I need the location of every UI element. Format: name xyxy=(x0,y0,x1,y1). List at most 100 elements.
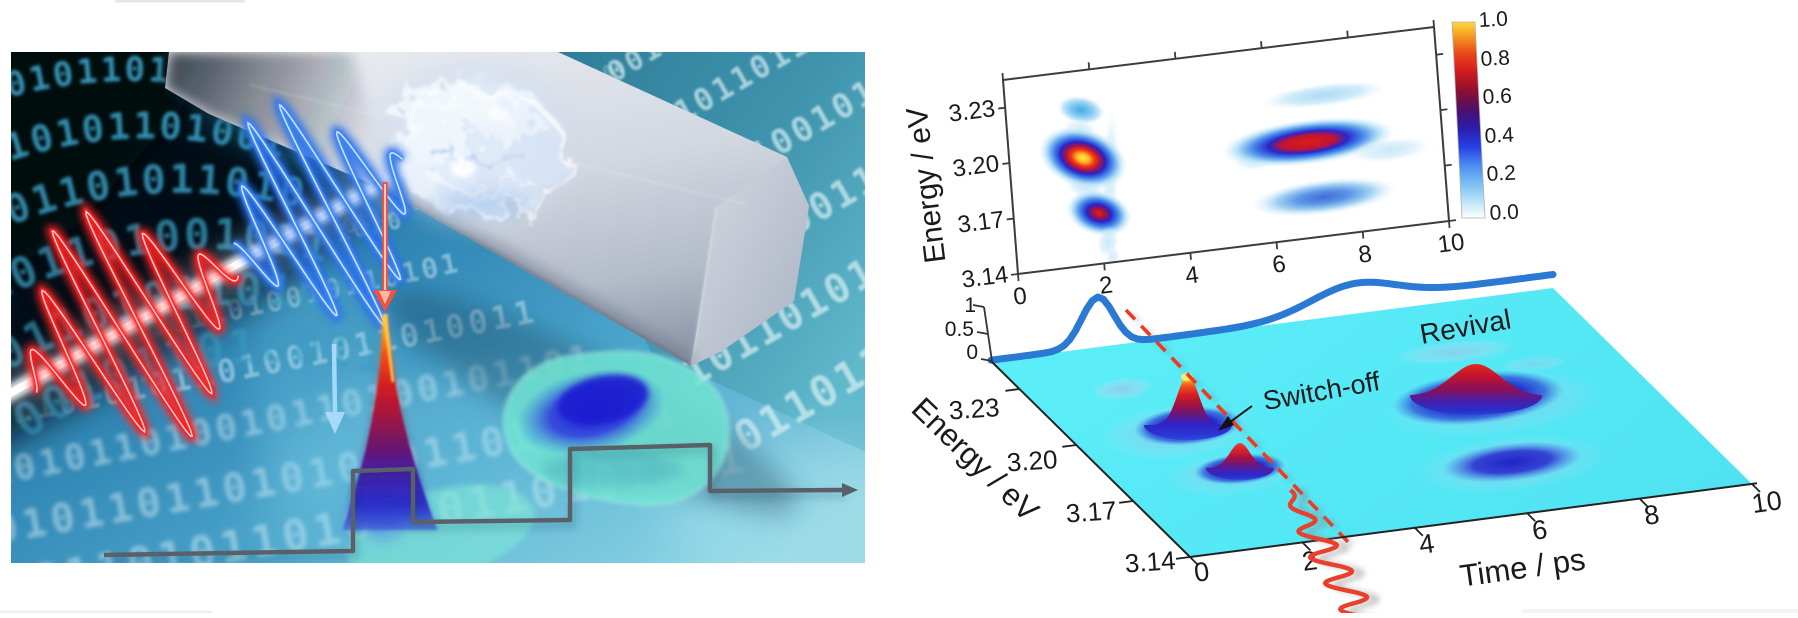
nanowire-bottom-edge xyxy=(383,187,693,366)
surface-ztick-1: 0.5 xyxy=(945,318,974,341)
switch-off-dashed-line xyxy=(1124,308,1359,551)
colorbar-tick-4: 0.2 xyxy=(1486,161,1516,185)
bump1-hill xyxy=(1144,375,1232,440)
specB-top xyxy=(1260,80,1388,110)
spectrogram-frame-line-3 xyxy=(1103,263,1106,271)
spectrogram-frame-line-11 xyxy=(1448,220,1451,229)
plasma-cloud xyxy=(376,58,576,226)
spectrogram-frame-line-17 xyxy=(1002,162,1010,165)
artifact-bottom-left xyxy=(0,610,212,613)
artifact-bottom-right xyxy=(1522,609,1798,613)
surface-plot: 3.14 3.17 3.20 3.23 0 2 4 6 8 10 1 0.5 0… xyxy=(905,271,1784,614)
switch-off-arrow xyxy=(1218,405,1253,431)
spectrogram-frame xyxy=(998,19,1457,282)
surface-plot-line-8 xyxy=(1189,556,1199,566)
spectrogram-ylabel: Energy / eV xyxy=(901,105,953,265)
emission-spike-path-1 xyxy=(383,317,395,383)
spectrogram-ytick-3: 3.23 xyxy=(947,95,997,127)
blue-down-arrow-polygon-1 xyxy=(325,412,345,434)
spectrogram-blobs xyxy=(1038,80,1432,267)
colorbar-g-1 xyxy=(1451,21,1486,219)
spectrogram-frame-line-6 xyxy=(1173,51,1177,59)
surface-ztick-2: 0 xyxy=(966,341,978,364)
pulse-glow xyxy=(251,262,391,502)
colorbar-tick-2: 0.6 xyxy=(1482,84,1512,108)
surface-time-axis xyxy=(1189,482,1758,558)
bump2-hill xyxy=(1206,443,1275,480)
spectrogram-frame-rect-1 xyxy=(1001,25,1451,276)
surface-plot-line-4 xyxy=(1005,388,1020,392)
surface-plot-line-1 xyxy=(980,358,993,362)
ground-blob-path-2 xyxy=(502,350,731,506)
switch-off-dashed-line-line-2 xyxy=(1124,308,1354,548)
specA-top xyxy=(1057,95,1105,125)
spectrogram-xtick-4: 4 xyxy=(1184,261,1201,289)
ground-blob-ellipse-3 xyxy=(541,452,681,488)
plasma-cloud-ellipse-3 xyxy=(450,159,476,177)
surface-xtick-0: 0 xyxy=(1192,556,1211,588)
surface-ztick-0: 1 xyxy=(964,294,976,317)
surface-plot-line-2 xyxy=(976,331,989,335)
surface-xtick-8: 8 xyxy=(1642,499,1661,531)
spectrogram-frame-line-15 xyxy=(1006,217,1014,221)
spectrogram-frame-line-9 xyxy=(1361,231,1365,239)
specA-main xyxy=(1038,126,1128,190)
spectrogram-frame-line-12 xyxy=(1432,19,1435,28)
surface-xtick-4: 4 xyxy=(1417,528,1436,560)
blue-down-arrow xyxy=(325,343,345,434)
spectrogram-frame-line-16 xyxy=(1444,163,1452,167)
surface-plot-line-7 xyxy=(1175,556,1191,560)
surface-ytick-3-23: 3.23 xyxy=(948,392,1001,425)
surface-xlabel: Time / ps xyxy=(1458,541,1588,593)
surface-plot-line-12 xyxy=(1638,497,1649,508)
flat-front-navy xyxy=(1442,441,1582,483)
spectrogram-frame-line-2 xyxy=(1001,72,1004,81)
blue-down-arrow-line-2 xyxy=(331,343,338,415)
spectrogram-frame-line-5 xyxy=(1189,252,1192,260)
intensity-curve xyxy=(987,271,1557,364)
revival-hill xyxy=(1410,364,1543,415)
red-down-arrow-polygon-2 xyxy=(379,291,391,304)
surface-ytick-3-20: 3.20 xyxy=(1006,444,1059,477)
switch-off-dashed-line-line-1 xyxy=(1129,311,1359,551)
colorbar-bar xyxy=(1451,21,1486,219)
colorbar-tick-5: 0.0 xyxy=(1489,200,1519,224)
specB-main-tail xyxy=(1348,137,1432,163)
spectrogram-xtick-6: 6 xyxy=(1271,250,1288,278)
ground-blob-ellipse-2 xyxy=(557,374,649,426)
plasma-cloud-ellipse-4 xyxy=(488,107,508,121)
surface-ytick-3-14: 3.14 xyxy=(1124,545,1177,578)
spectrogram-frame-line-7 xyxy=(1275,242,1279,250)
flat-streak-1 xyxy=(1395,339,1515,365)
colorbar-tick-1: 0.8 xyxy=(1480,46,1510,70)
surface-plot-line-5 xyxy=(1062,444,1077,448)
surface-plot-line-13 xyxy=(1751,483,1761,493)
flat-streak-2 xyxy=(1500,355,1568,373)
specA-low xyxy=(1065,189,1133,237)
surface-plot-line-10 xyxy=(1414,527,1424,537)
spike-base-blob-ellipse-2 xyxy=(391,575,431,613)
spectrogram-frame-line-10 xyxy=(1346,30,1349,38)
surface-plot-line-6 xyxy=(1118,500,1134,504)
plasma-cloud-g-1-path-3 xyxy=(424,145,522,163)
dark-region-core xyxy=(11,52,191,271)
surface-xtick-6: 6 xyxy=(1530,514,1549,546)
surface-plot-line-3 xyxy=(972,304,985,308)
spectrogram-xtick-2: 2 xyxy=(1098,271,1115,299)
surface-energy-axis xyxy=(990,360,1191,558)
spectrogram-ytick-0: 3.14 xyxy=(960,261,1010,293)
ground-blob xyxy=(502,350,731,506)
surface-plot-line-11 xyxy=(1526,512,1536,522)
artifact-top xyxy=(115,0,245,3)
nanowire-cap-edge xyxy=(690,206,717,367)
spectrogram-frame-line-13 xyxy=(1010,273,1019,276)
surface-xtick-10: 10 xyxy=(1750,485,1784,519)
nanowire-left-shade xyxy=(165,52,391,192)
switching-signal xyxy=(104,445,858,560)
signal-arrowhead xyxy=(842,483,858,497)
spectrogram-frame-line-20 xyxy=(1436,52,1444,56)
spectrogram-frame-line-18 xyxy=(1440,108,1448,111)
colorbar-tick-3: 0.4 xyxy=(1484,123,1515,148)
spectrogram-frame-line-14 xyxy=(1448,219,1457,222)
